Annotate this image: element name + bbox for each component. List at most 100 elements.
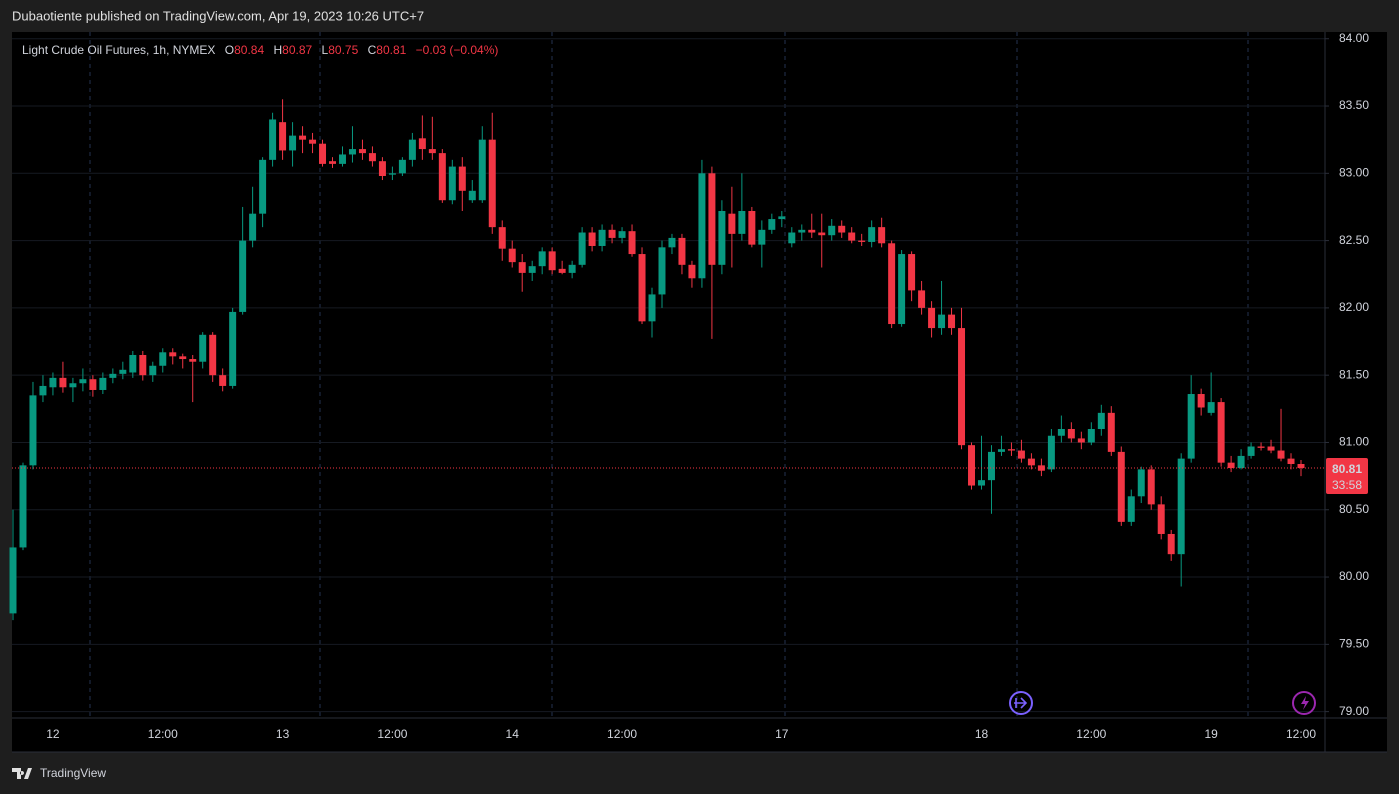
candle-body (398, 159, 406, 174)
candle-body (329, 161, 336, 164)
candle-body (528, 266, 536, 273)
candle-body (408, 139, 416, 160)
candle-body (1127, 496, 1135, 522)
y-tick-label: 84.00 (1339, 31, 1369, 45)
candle-body (558, 268, 566, 273)
candle-body (19, 465, 27, 548)
candle-body (89, 379, 97, 390)
candle-body (938, 314, 946, 329)
candle-body (79, 379, 87, 384)
candle-body (668, 237, 676, 248)
candle-body (518, 262, 526, 273)
logo-mark (12, 768, 32, 779)
candle-body (358, 149, 366, 154)
legend-label: L (322, 43, 329, 57)
candle-body (1027, 458, 1035, 466)
candle-body (299, 135, 307, 140)
candle-body (648, 294, 656, 322)
x-tick-label: 13 (276, 727, 290, 741)
last-price-box (1326, 458, 1368, 495)
legend-value: 80.75 (328, 43, 358, 57)
candle-body (1277, 450, 1285, 459)
candle-body (428, 149, 436, 154)
candle-body (908, 254, 916, 291)
candle-body (818, 232, 826, 236)
candle-body (1067, 429, 1075, 439)
y-tick-label: 82.00 (1339, 300, 1369, 314)
candle-body (1137, 469, 1145, 497)
candle-body (718, 210, 726, 265)
candle-body (848, 232, 856, 241)
candle-body (129, 354, 137, 373)
candle-body (1257, 446, 1265, 448)
candle-body (388, 173, 396, 175)
y-tick-label: 79.50 (1339, 637, 1369, 651)
candle-body (728, 213, 736, 234)
candle-body (59, 377, 67, 388)
candle-body (1247, 446, 1255, 456)
candle-body (778, 216, 786, 220)
candle-body (1017, 450, 1025, 459)
candle-body (628, 231, 636, 255)
lightning-icon[interactable] (1292, 691, 1316, 715)
candle-body (438, 153, 446, 201)
x-tick-label: 18 (975, 727, 989, 741)
x-tick-label: 12:00 (377, 727, 407, 741)
candle-body (1107, 412, 1115, 452)
candle-body (918, 290, 926, 308)
candle-body (928, 307, 936, 329)
candle-body (1087, 429, 1095, 443)
candle-body (538, 251, 546, 267)
candle-body (1187, 394, 1195, 459)
candle-body (788, 232, 796, 244)
tradingview-logo: TradingView (12, 766, 106, 780)
candle-body (1057, 429, 1065, 436)
candle-body (249, 213, 257, 241)
x-tick-label: 12:00 (148, 727, 178, 741)
candle-body (748, 210, 756, 245)
candle-body (478, 139, 486, 201)
x-tick-label: 12 (46, 727, 60, 741)
candle-body (39, 385, 47, 396)
candle-body (488, 139, 496, 228)
legend-value: 80.81 (376, 43, 406, 57)
candle-body (868, 227, 876, 242)
y-tick-label: 81.00 (1339, 435, 1369, 449)
candle-body (159, 352, 167, 366)
candle-body (968, 445, 976, 486)
legend-change: −0.03 (−0.04%) (416, 43, 499, 57)
x-tick-label: 12:00 (607, 727, 637, 741)
footer: TradingView (40, 766, 106, 780)
candle-body (1197, 394, 1205, 408)
candle-body (638, 254, 646, 322)
candle-body (878, 227, 886, 244)
candle-body (179, 356, 187, 360)
y-tick-label: 82.50 (1339, 233, 1369, 247)
candle-body (798, 229, 806, 233)
candle-body (808, 229, 816, 233)
candle-body (948, 314, 956, 329)
candle-body (1227, 462, 1235, 469)
candle-body (348, 149, 356, 155)
candles (9, 99, 1305, 621)
candle-body (269, 119, 277, 160)
candle-body (758, 229, 766, 245)
chart-area (12, 32, 1387, 752)
candle-body (598, 229, 606, 246)
replay-icon[interactable] (1009, 691, 1033, 715)
candle-body (368, 153, 376, 162)
candle-body (219, 375, 227, 386)
y-tick-label: 83.50 (1339, 98, 1369, 112)
legend-value: 80.87 (282, 43, 312, 57)
x-tick-label: 12:00 (1286, 727, 1316, 741)
x-tick-label: 19 (1204, 727, 1218, 741)
candle-body (149, 365, 157, 376)
candle-body (898, 254, 906, 325)
candle-body (1047, 435, 1055, 470)
candle-body (338, 154, 346, 164)
x-tick-label: 17 (775, 727, 789, 741)
legend-value: 80.84 (234, 43, 264, 57)
candle-body (319, 143, 327, 164)
candle-body (568, 264, 576, 273)
